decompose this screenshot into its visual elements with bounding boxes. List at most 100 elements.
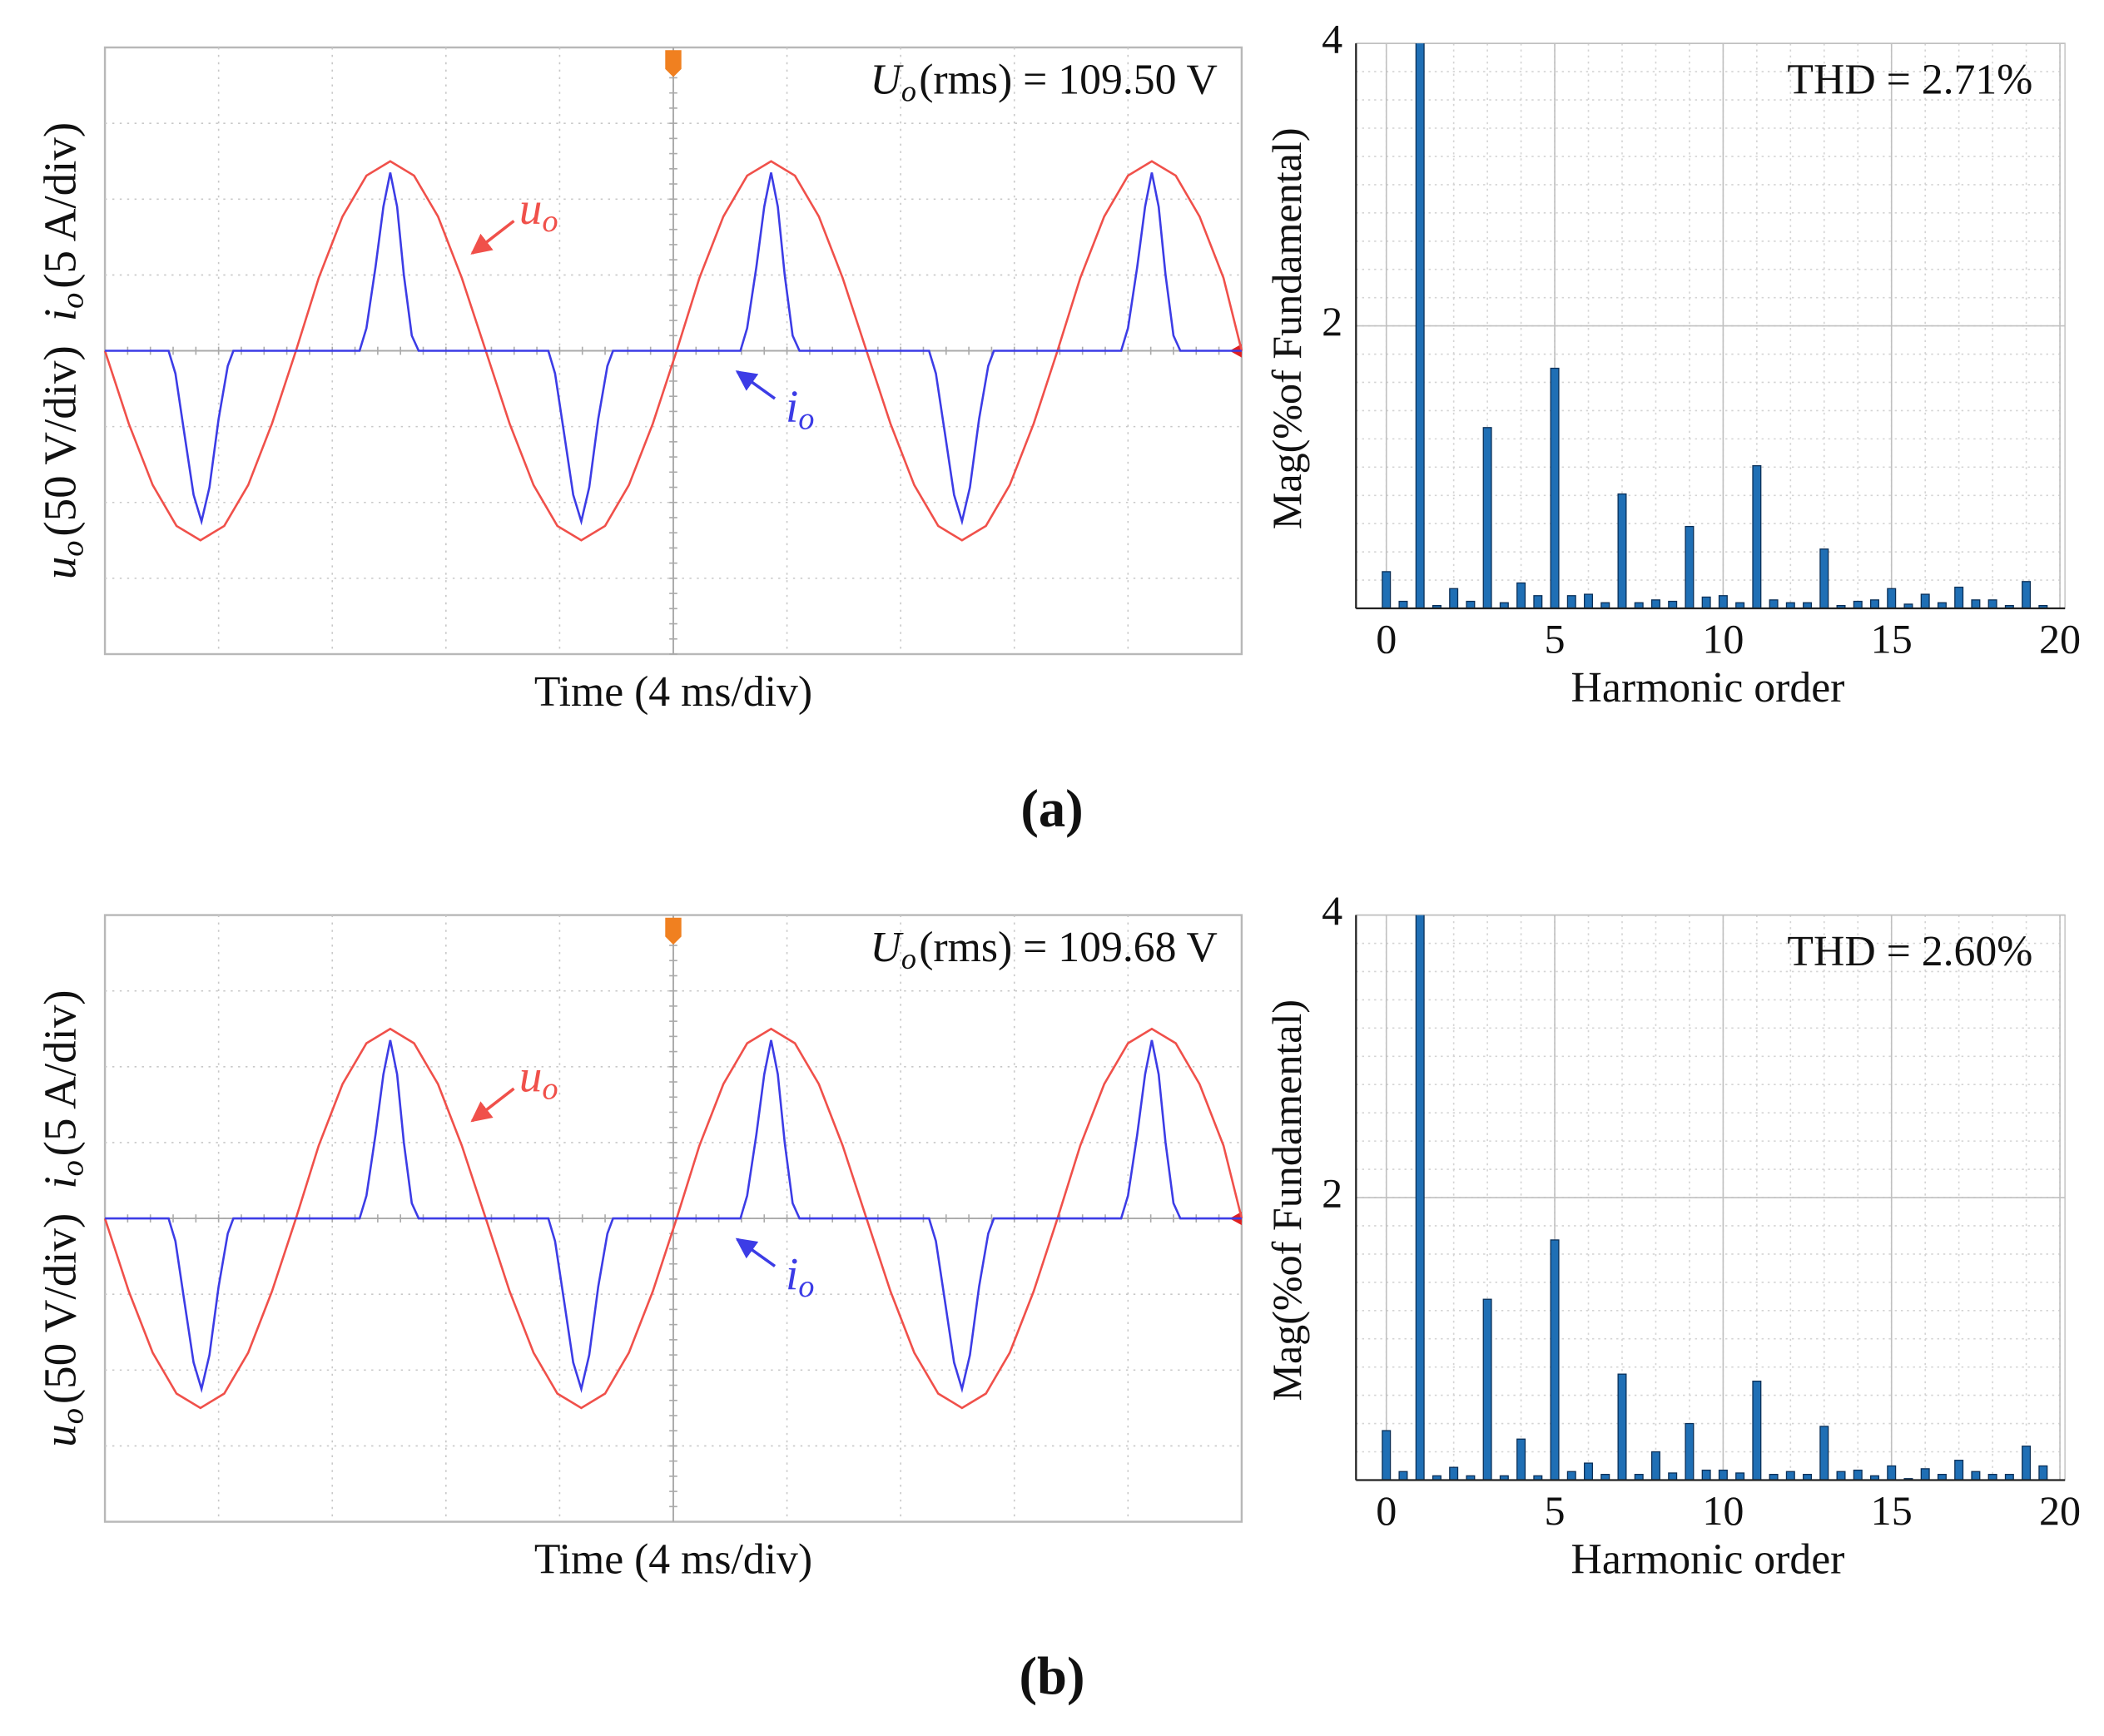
x-tick-label: 15 xyxy=(1871,616,1913,662)
bar xyxy=(1954,586,1964,609)
y-tick-label: 4 xyxy=(1322,887,1342,934)
label: io xyxy=(786,1248,814,1304)
waveform xyxy=(105,172,1242,526)
bar xyxy=(1566,595,1576,609)
y-tick-label: 2 xyxy=(1322,1170,1342,1217)
bar xyxy=(1482,1298,1492,1481)
label-arrow xyxy=(470,1087,515,1123)
bar xyxy=(1584,593,1594,609)
subscript: o xyxy=(55,1160,90,1176)
bar xyxy=(1752,1380,1762,1481)
bar xyxy=(2038,1465,2048,1481)
symbol: i xyxy=(34,1176,85,1188)
y-tick-label: 2 xyxy=(1322,298,1342,345)
subscript: o xyxy=(542,1071,558,1106)
label: Uo (rms) = 109.50 V xyxy=(871,57,1218,108)
x-tick-label: 20 xyxy=(2039,616,2081,662)
subscript: o xyxy=(901,75,916,108)
trigger-marker xyxy=(665,917,682,945)
annotation: THD = 2.60% xyxy=(1787,928,2032,975)
bar xyxy=(1415,43,1425,609)
y-axis-label: uo(50 V/div)io(5 A/div) xyxy=(34,122,90,579)
bar xyxy=(1398,1471,1408,1481)
symbol: u xyxy=(34,557,85,579)
bar xyxy=(1650,599,1660,609)
bar xyxy=(1685,525,1695,609)
bar xyxy=(1668,600,1678,609)
bar xyxy=(1516,1438,1526,1481)
x-axis-label: Time (4 ms/div) xyxy=(534,668,812,716)
y-axis-label: Mag(%of Fundamental) xyxy=(1263,127,1310,529)
bar xyxy=(1971,1471,1981,1481)
x-tick-label: 0 xyxy=(1376,616,1397,662)
bar xyxy=(1937,1474,1947,1481)
panel-label: (b) xyxy=(1019,1646,1084,1707)
subscript: o xyxy=(55,540,90,556)
bar xyxy=(1769,1474,1779,1481)
bar xyxy=(1836,1471,1846,1481)
bar xyxy=(1718,595,1728,609)
symbol: u xyxy=(519,1050,542,1101)
subscript: o xyxy=(55,293,90,309)
symbol: i xyxy=(786,1248,798,1299)
bar xyxy=(1819,1426,1829,1481)
subscript: o xyxy=(542,204,558,239)
bar xyxy=(1482,427,1492,609)
bar xyxy=(1853,600,1863,609)
waveform xyxy=(105,1039,1242,1394)
symbol: u xyxy=(34,1424,85,1446)
bar xyxy=(1887,1465,1897,1481)
rest: (rms) = 109.68 V xyxy=(919,924,1218,971)
label: uo xyxy=(519,1050,558,1106)
bar xyxy=(1920,1468,1930,1481)
label: Uo (rms) = 109.68 V xyxy=(871,924,1218,975)
x-tick-label: 5 xyxy=(1545,1487,1566,1534)
bar xyxy=(1803,1474,1813,1481)
symbol: U xyxy=(871,57,905,104)
bar xyxy=(1668,1472,1678,1481)
label-arrow xyxy=(470,220,515,255)
bar xyxy=(1752,464,1762,609)
bar xyxy=(2004,1474,2014,1481)
x-tick-label: 5 xyxy=(1545,616,1566,662)
bar xyxy=(2022,581,2032,609)
bar xyxy=(1971,599,1981,609)
subscript: o xyxy=(55,1408,90,1424)
symbol: i xyxy=(786,380,798,431)
label-arrow xyxy=(735,370,777,400)
bar xyxy=(1533,595,1543,609)
bar xyxy=(1735,1472,1745,1481)
bar xyxy=(1382,1430,1392,1481)
panel-label: (a) xyxy=(1020,778,1083,839)
bar xyxy=(1701,1469,1711,1481)
unit: (50 V/div) xyxy=(34,345,85,536)
unit: (5 A/div) xyxy=(34,990,85,1156)
bar xyxy=(1987,1474,1997,1481)
bar xyxy=(1920,593,1930,609)
subscript: o xyxy=(901,942,916,975)
bar xyxy=(1769,599,1779,609)
bar xyxy=(1550,367,1560,609)
bar xyxy=(1466,600,1476,609)
y-tick-label: 4 xyxy=(1322,16,1342,62)
unit: (50 V/div) xyxy=(34,1213,85,1404)
x-tick-label: 20 xyxy=(2039,1487,2081,1534)
label: uo xyxy=(519,182,558,238)
unit: (5 A/div) xyxy=(34,122,85,289)
x-tick-label: 15 xyxy=(1871,1487,1913,1534)
bar xyxy=(1718,1469,1728,1481)
bar xyxy=(2022,1446,2032,1481)
rest: (rms) = 109.50 V xyxy=(919,57,1218,104)
bar xyxy=(1685,1422,1695,1481)
x-axis-label: Time (4 ms/div) xyxy=(534,1536,812,1584)
bar xyxy=(1382,571,1392,609)
bar xyxy=(1853,1469,1863,1481)
y-axis-label: Mag(%of Fundamental) xyxy=(1263,999,1310,1401)
y-axis-label: uo(50 V/div)io(5 A/div) xyxy=(34,990,90,1446)
bar xyxy=(1869,599,1879,609)
bar xyxy=(1600,1474,1610,1481)
bar xyxy=(1516,582,1526,609)
bar xyxy=(1617,493,1627,609)
x-tick-label: 10 xyxy=(1702,616,1744,662)
